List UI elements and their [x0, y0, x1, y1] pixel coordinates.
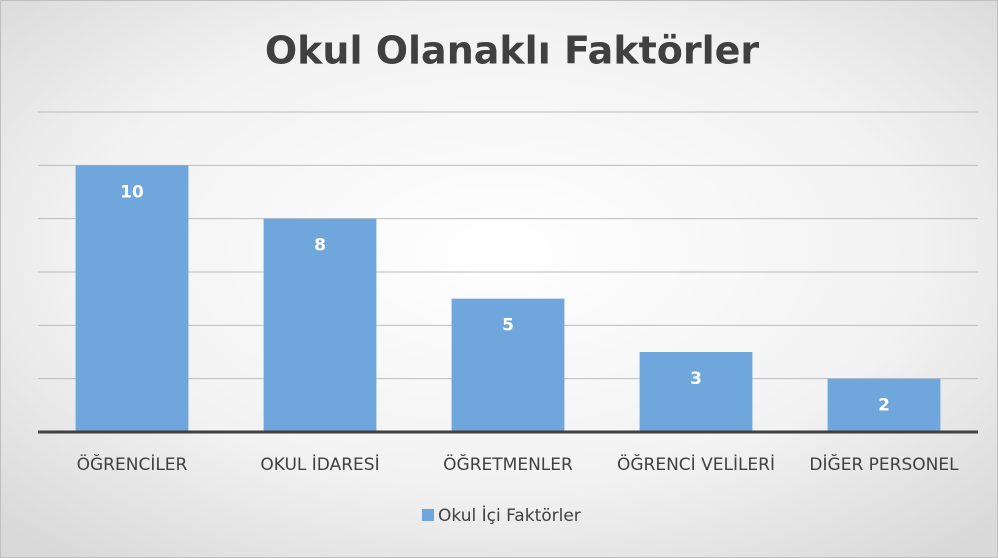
bar [451, 298, 565, 432]
legend-swatch [422, 509, 434, 521]
x-tick-label: ÖĞRENCİLER [77, 453, 188, 475]
data-label: 2 [878, 396, 890, 416]
bar [639, 352, 753, 432]
data-label: 3 [690, 369, 702, 389]
bar [827, 378, 941, 432]
x-tick-label: OKUL İDARESİ [260, 454, 379, 475]
data-label: 5 [502, 316, 514, 336]
data-label: 10 [120, 182, 144, 202]
x-tick-label: DİĞER PERSONEL [809, 453, 959, 475]
bar [263, 218, 377, 432]
data-label: 8 [314, 236, 326, 256]
legend-label: Okul İçi Faktörler [438, 505, 581, 526]
bar [75, 165, 189, 433]
x-tick-label: ÖĞRETMENLER [443, 453, 573, 475]
chart-title: Okul Olanaklı Faktörler [265, 29, 760, 73]
x-tick-label: ÖĞRENCİ VELİLERİ [617, 453, 775, 475]
